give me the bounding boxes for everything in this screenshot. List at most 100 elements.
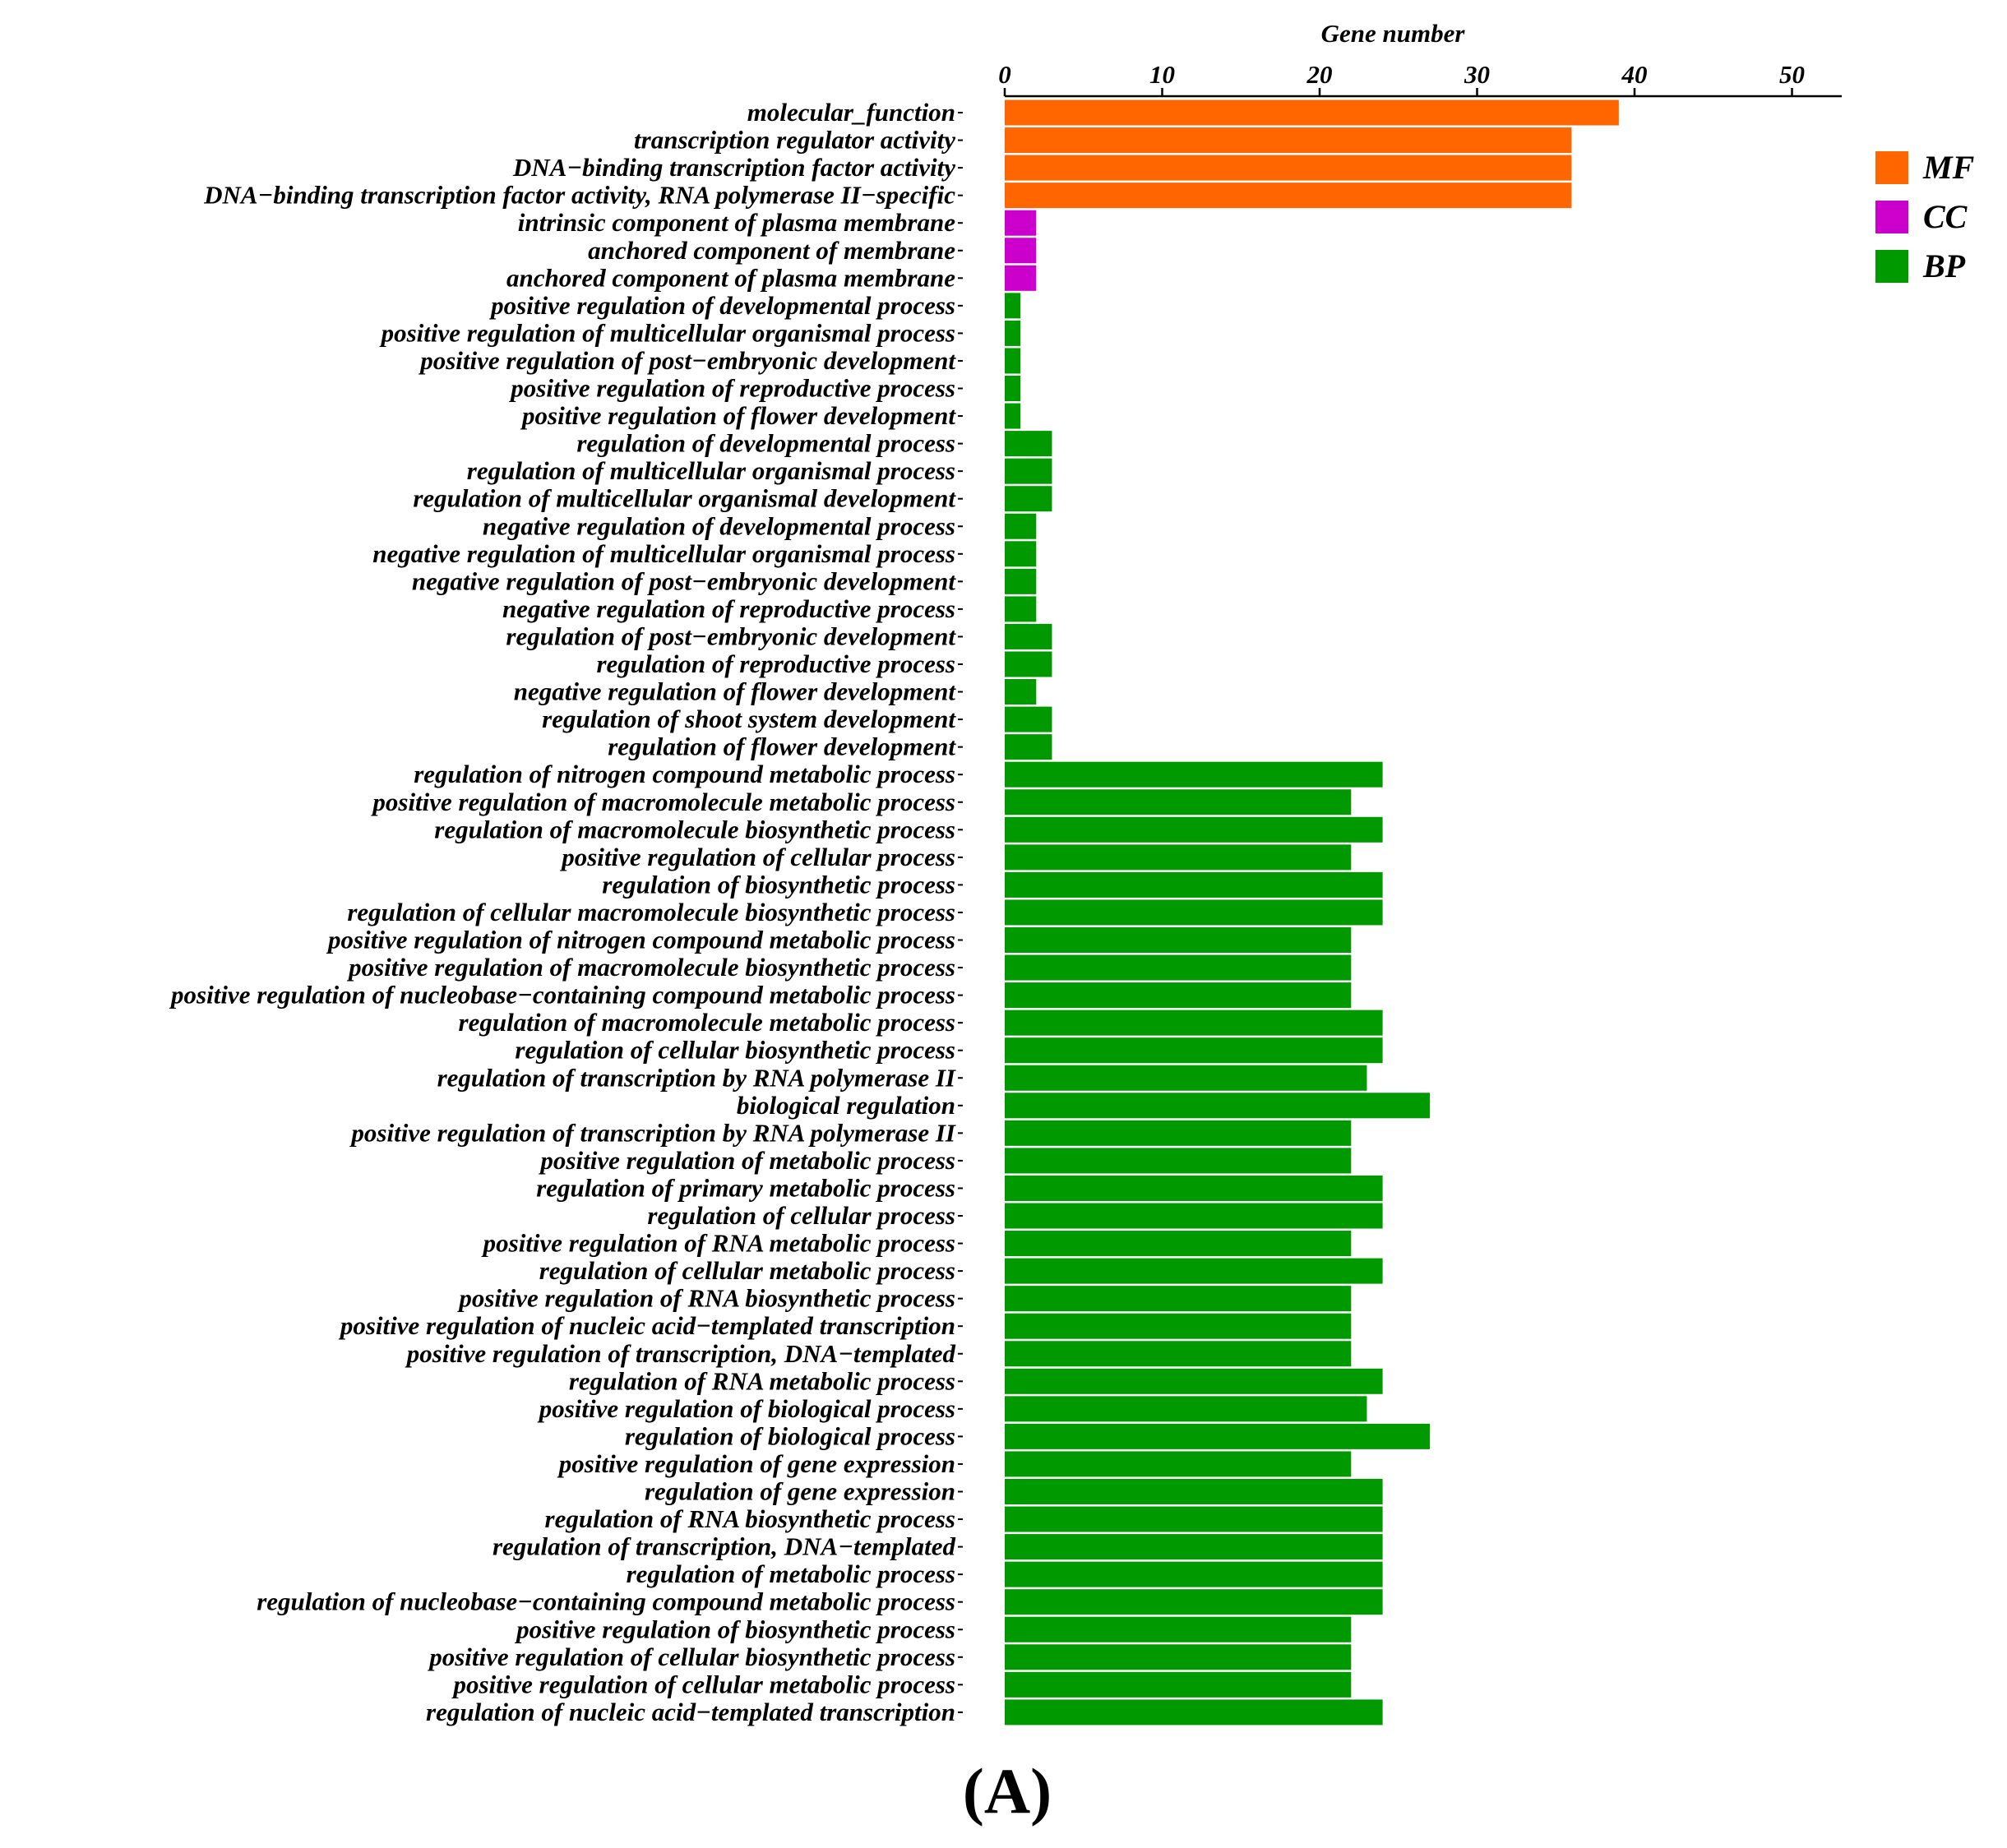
legend-label-mf: MF xyxy=(1922,149,1975,186)
category-label: regulation of reproductive process xyxy=(596,649,955,678)
category-label: positive regulation of gene expression xyxy=(557,1449,955,1478)
category-label: regulation of RNA metabolic process xyxy=(569,1366,955,1395)
category-label: negative regulation of flower developmen… xyxy=(514,677,957,706)
category-label: positive regulation of post−embryonic de… xyxy=(418,346,956,375)
bar-bp xyxy=(1005,679,1037,705)
category-label: negative regulation of post−embryonic de… xyxy=(412,566,956,595)
category-label: regulation of cellular metabolic process xyxy=(539,1256,955,1285)
category-label: regulation of macromolecule biosynthetic… xyxy=(434,815,955,843)
bar-bp xyxy=(1005,568,1037,594)
bar-bp xyxy=(1005,1396,1367,1422)
x-tick-label: 10 xyxy=(1149,60,1175,89)
bar-bp xyxy=(1005,293,1021,319)
bars xyxy=(1005,99,1619,1726)
bar-mf xyxy=(1005,182,1572,209)
category-label: regulation of multicellular organismal d… xyxy=(413,484,956,513)
bar-bp xyxy=(1005,1506,1383,1532)
bar-bp xyxy=(1005,623,1052,649)
bar-bp xyxy=(1005,1120,1352,1146)
x-tick-label: 50 xyxy=(1779,60,1805,89)
category-label: regulation of biological process xyxy=(625,1421,955,1450)
bar-bp xyxy=(1005,1258,1383,1284)
legend-swatch-bp xyxy=(1875,250,1908,283)
bar-bp xyxy=(1005,734,1052,760)
bar-bp xyxy=(1005,927,1352,953)
bar-bp xyxy=(1005,1286,1352,1312)
category-label: intrinsic component of plasma membrane xyxy=(518,208,955,237)
bar-bp xyxy=(1005,899,1383,926)
category-label: negative regulation of multicellular org… xyxy=(372,539,955,568)
category-label: positive regulation of macromolecule met… xyxy=(370,788,955,816)
legend-label-bp: BP xyxy=(1922,247,1966,284)
bar-bp xyxy=(1005,1313,1352,1339)
category-label: regulation of nitrogen compound metaboli… xyxy=(414,760,955,788)
bar-bp xyxy=(1005,954,1352,981)
category-label: positive regulation of nucleic acid−temp… xyxy=(338,1311,955,1340)
category-label: negative regulation of reproductive proc… xyxy=(502,594,955,623)
bar-cc xyxy=(1005,265,1037,291)
category-label: positive regulation of macromolecule bio… xyxy=(346,953,955,982)
category-label: positive regulation of metabolic process xyxy=(538,1146,955,1175)
bar-cc xyxy=(1005,210,1037,236)
x-axis-title: Gene number xyxy=(1321,19,1466,48)
bar-bp xyxy=(1005,1009,1383,1036)
category-label: regulation of nucleobase−containing comp… xyxy=(257,1587,955,1616)
bar-bp xyxy=(1005,844,1352,871)
bar-bp xyxy=(1005,348,1021,374)
category-label: positive regulation of nitrogen compound… xyxy=(326,926,955,954)
panel-label: (A) xyxy=(963,1755,1052,1827)
bar-bp xyxy=(1005,1671,1352,1698)
bar-mf xyxy=(1005,155,1572,181)
bar-bp xyxy=(1005,871,1383,898)
bar-bp xyxy=(1005,376,1021,401)
category-label: anchored component of membrane xyxy=(588,236,955,265)
bar-bp xyxy=(1005,1148,1352,1174)
legend-swatch-mf xyxy=(1875,151,1908,184)
category-label: positive regulation of transcription, DN… xyxy=(405,1339,956,1368)
bar-bp xyxy=(1005,596,1037,622)
bar-mf xyxy=(1005,127,1572,154)
bar-bp xyxy=(1005,1065,1367,1091)
category-label: positive regulation of cellular biosynth… xyxy=(427,1642,955,1671)
x-axis: 0 10 20 30 40 50 xyxy=(998,60,1842,98)
bar-bp xyxy=(1005,403,1021,429)
category-label: positive regulation of nucleobase−contai… xyxy=(169,981,955,1009)
bar-bp xyxy=(1005,1699,1383,1726)
bar-bp xyxy=(1005,1093,1431,1119)
category-label: regulation of primary metabolic process xyxy=(536,1173,955,1202)
bar-bp xyxy=(1005,320,1021,346)
bar-bp xyxy=(1005,431,1052,457)
category-label: positive regulation of cellular process xyxy=(559,843,955,871)
category-label: regulation of cellular macromolecule bio… xyxy=(347,898,955,926)
category-label: regulation of transcription by RNA polym… xyxy=(437,1063,956,1092)
category-label: positive regulation of developmental pro… xyxy=(488,291,955,320)
category-label: positive regulation of biological proces… xyxy=(537,1394,955,1423)
category-label: DNA−binding transcription factor activit… xyxy=(203,181,955,210)
bar-bp xyxy=(1005,486,1052,512)
x-tick-label: 30 xyxy=(1464,60,1490,89)
category-label: regulation of transcription, DNA−templat… xyxy=(493,1532,956,1561)
category-label: negative regulation of developmental pro… xyxy=(483,511,955,540)
category-label: positive regulation of reproductive proc… xyxy=(508,374,955,403)
bar-bp xyxy=(1005,1644,1352,1670)
bar-bp xyxy=(1005,541,1037,567)
category-label: regulation of macromolecule metabolic pr… xyxy=(459,1008,955,1037)
category-label: anchored component of plasma membrane xyxy=(506,263,955,292)
category-label: positive regulation of transcription by … xyxy=(349,1118,956,1147)
category-label: molecular_function xyxy=(747,98,955,127)
bar-bp xyxy=(1005,789,1352,815)
category-label: biological regulation xyxy=(737,1091,955,1120)
category-label: regulation of multicellular organismal p… xyxy=(467,456,955,485)
x-tick-label: 20 xyxy=(1306,60,1333,89)
category-label: regulation of metabolic process xyxy=(627,1559,955,1588)
bar-bp xyxy=(1005,706,1052,732)
bar-cc xyxy=(1005,238,1037,264)
legend-label-cc: CC xyxy=(1923,198,1968,235)
bar-bp xyxy=(1005,1423,1431,1449)
x-tick-label: 0 xyxy=(998,60,1011,89)
category-label: positive regulation of biosynthetic proc… xyxy=(514,1615,955,1643)
bar-mf xyxy=(1005,99,1619,126)
category-label: DNA−binding transcription factor activit… xyxy=(512,153,955,182)
